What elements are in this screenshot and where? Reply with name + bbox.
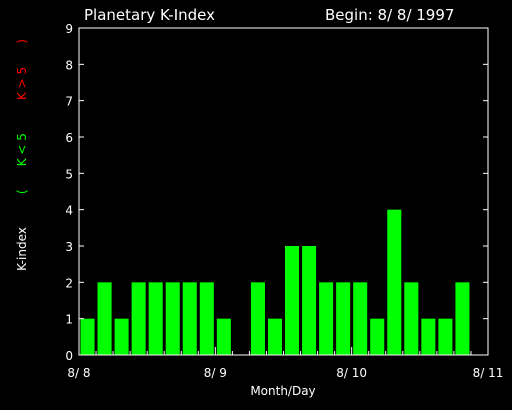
y-tick-label: 1 [65,313,73,327]
y-tick-label: 3 [65,240,73,254]
bar [165,282,180,355]
bar [336,282,351,355]
y-tick-label: 7 [65,95,73,109]
y-tick-label: 2 [65,276,73,290]
y-tick-label: 9 [65,22,73,36]
y-tick-label: 5 [65,167,73,181]
bar [97,282,112,355]
bar [438,318,453,355]
bar [216,318,231,355]
bar [199,282,214,355]
bar [114,318,129,355]
y-tick-label: 0 [65,349,73,363]
bar [250,282,265,355]
y-label-close-paren: ) [15,39,29,44]
bar [182,282,197,355]
bar [421,318,436,355]
begin-date-label: Begin: 8/ 8/ 1997 [325,6,454,24]
bar [404,282,419,355]
chart-title: Planetary K-Index [84,6,215,24]
y-tick-label: 4 [65,204,73,218]
axes-layer: 0 1 2 3 4 5 6 7 8 9 8/ 8 8/ 9 8/ 10 8/ 11 [65,22,503,380]
y-label-open-paren: ( [15,189,29,194]
bar [302,246,317,355]
bar [80,318,95,355]
y-axis-label: K-index ( K < 5 K > 5 ) [15,28,29,290]
bar [285,246,300,355]
bars-layer [80,209,470,355]
bar [353,282,368,355]
bar [455,282,470,355]
y-tick-label: 6 [65,131,73,145]
bar [319,282,334,355]
y-label-green-part: K < 5 [15,133,29,166]
y-tick-label: 8 [65,58,73,72]
x-tick-label: 8/ 9 [204,366,227,380]
y-label-red-part: K > 5 [15,67,29,100]
bar [370,318,385,355]
x-tick-label: 8/ 8 [67,366,90,380]
x-tick-label: 8/ 11 [473,366,504,380]
x-axis-label: Month/Day [250,384,315,398]
bar [148,282,163,355]
y-label-prefix: K-index [15,227,29,271]
bar [131,282,146,355]
bar [267,318,282,355]
x-tick-label: 8/ 10 [336,366,367,380]
bar [387,209,402,355]
